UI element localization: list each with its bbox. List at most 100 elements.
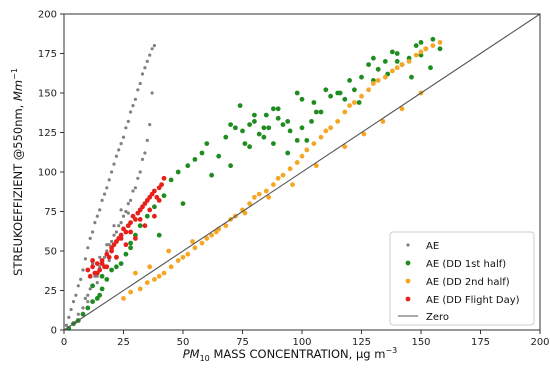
point-ae-dd-flight-day <box>161 175 167 181</box>
point-ae <box>95 281 99 285</box>
point-ae <box>83 296 87 300</box>
point-ae-dd-1st-half <box>144 213 150 219</box>
point-ae <box>126 211 130 215</box>
point-ae-dd-1st-half <box>309 119 314 124</box>
x-tick-label: 125 <box>352 337 371 348</box>
point-ae-dd-2nd-half <box>192 245 198 251</box>
legend-label-dd-1st-half: AE (DD 1st half) <box>426 259 506 270</box>
point-ae-dd-2nd-half <box>156 273 162 279</box>
point-ae-dd-flight-day <box>128 220 134 226</box>
point-ae-dd-1st-half <box>285 150 291 156</box>
point-ae-dd-1st-half <box>382 59 388 64</box>
y-axis-label: STREUKOEFFIZIENT @550nm, <box>11 101 25 276</box>
point-ae-dd-1st-half <box>311 100 317 105</box>
point-ae-dd-1st-half <box>233 125 238 131</box>
x-tick-label: 25 <box>117 337 130 348</box>
point-ae <box>76 284 80 288</box>
point-ae <box>105 186 109 190</box>
point-ae-dd-1st-half <box>285 119 291 124</box>
point-ae-dd-1st-half <box>347 78 352 83</box>
point-ae-dd-2nd-half <box>144 280 150 285</box>
point-ae <box>152 44 156 48</box>
point-ae-dd-1st-half <box>261 125 267 131</box>
point-ae-dd-2nd-half <box>266 194 272 200</box>
point-ae-dd-2nd-half <box>418 49 424 55</box>
point-ae-dd-1st-half <box>261 134 267 140</box>
point-ae-dd-2nd-half <box>128 289 134 295</box>
point-ae <box>150 91 154 95</box>
point-ae-dd-2nd-half <box>185 251 191 257</box>
point-ae <box>138 81 142 86</box>
point-ae-dd-1st-half <box>394 51 400 56</box>
y-tick-label: 0 <box>51 326 57 337</box>
point-ae-dd-1st-half <box>240 128 245 134</box>
point-ae-dd-flight-day <box>90 258 95 263</box>
y-tick-label: 200 <box>38 10 57 21</box>
point-ae-dd-1st-half <box>266 125 272 131</box>
point-ae-dd-flight-day <box>118 236 124 241</box>
point-ae-dd-1st-half <box>294 138 300 143</box>
point-ae-dd-flight-day <box>114 254 119 260</box>
point-ae-dd-2nd-half <box>137 286 143 292</box>
point-ae <box>95 214 99 218</box>
point-ae-dd-2nd-half <box>335 119 341 124</box>
point-ae-dd-2nd-half <box>213 229 219 235</box>
point-ae-dd-1st-half <box>256 131 262 137</box>
point-ae-dd-2nd-half <box>190 239 195 244</box>
point-ae-dd-1st-half <box>118 261 124 266</box>
point-ae-dd-1st-half <box>109 267 114 273</box>
point-ae <box>79 277 83 281</box>
point-ae-dd-1st-half <box>271 141 276 147</box>
point-ae <box>133 97 137 101</box>
point-ae <box>71 300 76 304</box>
point-ae-dd-1st-half <box>137 223 143 229</box>
point-ae-dd-1st-half <box>185 163 191 169</box>
point-ae-dd-1st-half <box>199 150 205 156</box>
point-ae-dd-1st-half <box>128 245 134 251</box>
point-ae-dd-flight-day <box>85 267 91 273</box>
point-ae-dd-flight-day <box>133 217 138 222</box>
point-ae-dd-flight-day <box>94 261 100 266</box>
point-ae-dd-1st-half <box>437 46 443 52</box>
legend-label-ae: AE <box>426 241 439 252</box>
point-ae <box>114 230 118 234</box>
point-ae-dd-1st-half <box>175 169 181 175</box>
point-ae-dd-2nd-half <box>375 78 381 83</box>
point-ae-dd-2nd-half <box>287 166 293 172</box>
point-ae <box>112 162 116 166</box>
point-ae-dd-2nd-half <box>242 210 248 216</box>
point-ae <box>119 142 123 146</box>
point-ae-dd-flight-day <box>128 229 134 235</box>
point-ae-dd-2nd-half <box>423 46 429 52</box>
point-ae-dd-1st-half <box>356 100 362 105</box>
y-axis-title: STREUKOEFFIZIENT @550nm, Mm−1 <box>10 68 25 276</box>
point-ae-dd-1st-half <box>323 87 329 93</box>
point-ae <box>121 135 126 139</box>
point-ae <box>145 138 149 142</box>
point-ae-dd-1st-half <box>371 55 376 61</box>
point-ae-dd-2nd-half <box>352 100 357 105</box>
point-ae-dd-1st-half <box>299 96 305 102</box>
point-ae-dd-2nd-half <box>371 81 376 86</box>
point-ae <box>98 255 102 259</box>
point-ae-dd-1st-half <box>180 201 186 207</box>
legend-marker-dd-1st-half <box>405 260 411 266</box>
point-ae-dd-flight-day <box>87 273 93 279</box>
point-ae <box>98 265 102 269</box>
point-ae-dd-2nd-half <box>304 147 310 153</box>
point-ae-dd-1st-half <box>228 122 234 127</box>
point-ae-dd-2nd-half <box>166 248 172 254</box>
point-ae-dd-1st-half <box>156 232 162 238</box>
point-ae-dd-2nd-half <box>133 270 138 276</box>
point-ae-dd-1st-half <box>294 90 300 96</box>
point-ae-dd-2nd-half <box>328 125 333 131</box>
x-tick-label: 100 <box>292 337 311 348</box>
point-ae-dd-2nd-half <box>121 296 126 301</box>
x-tick-label: 75 <box>236 337 249 348</box>
point-ae <box>74 293 78 297</box>
point-ae-dd-flight-day <box>104 264 110 270</box>
point-ae-dd-1st-half <box>318 109 324 115</box>
point-ae-dd-2nd-half <box>380 119 386 124</box>
point-ae-dd-2nd-half <box>175 258 181 263</box>
point-ae-dd-1st-half <box>192 157 198 162</box>
